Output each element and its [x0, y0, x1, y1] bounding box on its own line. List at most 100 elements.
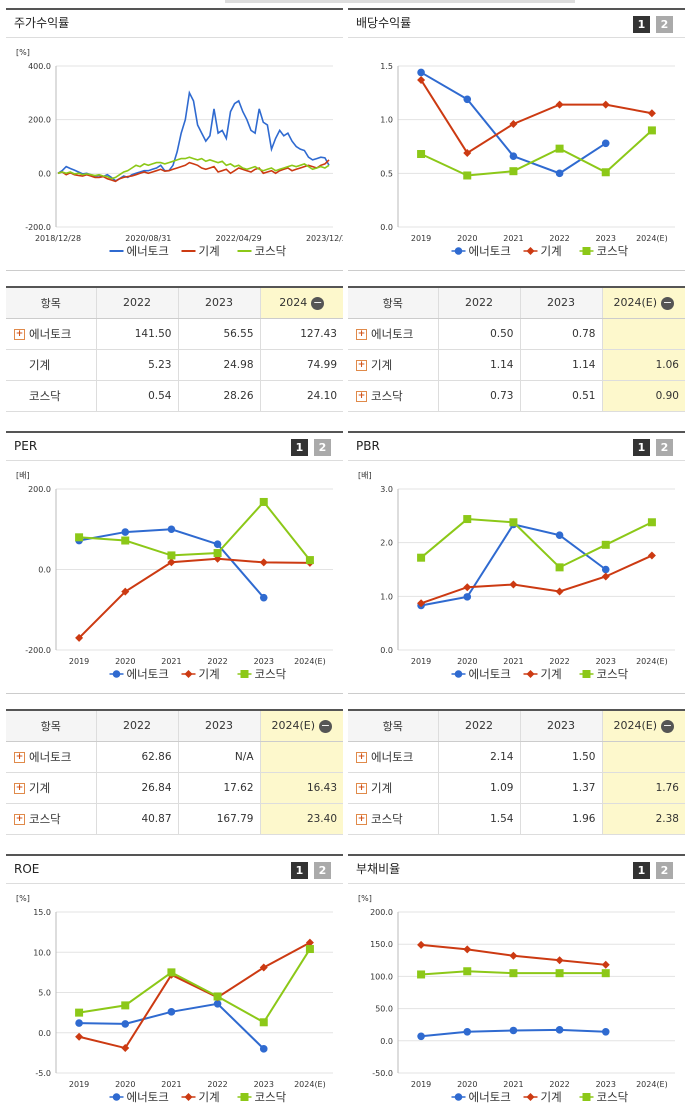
table-cell: 2.14	[438, 741, 521, 773]
y-tick-label: 1.0	[380, 116, 393, 125]
x-tick-label: 2023	[254, 657, 274, 666]
chart-tab-1-button[interactable]: 1	[291, 862, 308, 879]
table-cell: 0.73	[438, 380, 521, 412]
data-point	[167, 551, 176, 560]
data-point	[259, 1045, 268, 1053]
panel-title: ROE	[14, 862, 40, 876]
x-tick-label: 2019	[69, 1080, 89, 1089]
row-label: 기계	[371, 357, 393, 372]
chart-tab-2-button[interactable]: 2	[656, 16, 673, 33]
data-point	[259, 963, 268, 972]
table-cell: 1.76	[602, 772, 685, 804]
expand-plus-icon[interactable]: +	[14, 328, 25, 340]
y-tick-label: 50.0	[375, 1005, 393, 1014]
collapse-minus-icon[interactable]: −	[311, 295, 325, 310]
y-tick-label: -5.0	[35, 1069, 51, 1078]
data-point	[463, 1027, 472, 1036]
data-point	[555, 969, 564, 978]
x-tick-label: 2023	[254, 1080, 274, 1089]
chart-tab-2-button[interactable]: 2	[314, 439, 331, 456]
data-point	[509, 518, 518, 527]
data-point	[167, 968, 176, 977]
axis-unit: [%]	[16, 48, 30, 57]
table-cell: 24.98	[178, 349, 261, 381]
legend-label: 에너토크	[127, 667, 169, 681]
x-tick-label: 2023	[596, 1080, 616, 1089]
chart-tab-2-button[interactable]: 2	[656, 862, 673, 879]
legend-label: 코스닥	[597, 667, 629, 681]
data-point	[601, 565, 610, 574]
column-header: 2022	[438, 286, 521, 319]
collapse-minus-icon[interactable]: −	[661, 718, 675, 733]
expand-plus-icon[interactable]: +	[356, 751, 367, 763]
column-header-label: 항목	[40, 719, 61, 733]
table-row: + 에너토크 2.14 1.50	[348, 741, 685, 773]
chart-tab-1-button[interactable]: 1	[633, 16, 650, 33]
y-tick-label: -50.0	[372, 1069, 393, 1078]
table-header-row: 항목 2022 2023 2024(E) −	[348, 286, 685, 319]
roe-chart: [%]15.0 10.0 5.0 0.0 -5.0 2019 2020 2021 2022 202…	[16, 894, 333, 1104]
dividend-table: 항목 2022 2023 2024(E) − + 에너토크 0.50 0.78 + 기계 1.14 1.…	[348, 286, 685, 412]
stock-return-table: 항목 2022 2023 2024− + 에너토크 141.50 56.55 127.43 기계 5…	[6, 286, 343, 412]
expand-plus-icon[interactable]: +	[14, 813, 25, 825]
legend-label: 코스닥	[597, 244, 629, 258]
table-row: + 코스닥 40.87 167.79 23.40	[6, 803, 343, 835]
table-header-row: 항목 2022 2023 2024(E) −	[348, 709, 685, 742]
chart-tab-1-button[interactable]: 1	[633, 439, 650, 456]
data-point	[417, 553, 426, 562]
expand-plus-icon[interactable]: +	[14, 782, 25, 794]
pbr-chart: [배] 3.0 2.0 1.0 0.0 2019 2020 2021 2022 2023 2024(…	[358, 471, 675, 681]
row-label: 코스닥	[371, 811, 403, 826]
x-tick-label: 2024(E)	[636, 1080, 668, 1089]
table-row: + 기계 26.84 17.62 16.43	[6, 772, 343, 804]
chart-tab-1-button[interactable]: 1	[633, 862, 650, 879]
column-header-label: 2022	[123, 719, 151, 733]
collapse-minus-icon[interactable]: −	[319, 718, 333, 733]
x-tick-label: 2020/08/31	[125, 234, 171, 243]
expand-plus-icon[interactable]: +	[356, 390, 367, 402]
data-point	[417, 68, 425, 77]
collapse-minus-icon[interactable]: −	[661, 295, 675, 310]
row-label: 에너토크	[29, 749, 72, 764]
data-point	[184, 1093, 193, 1101]
axis-unit: [%]	[358, 894, 372, 903]
column-header-label: 2023	[547, 296, 575, 310]
expand-plus-icon[interactable]: +	[356, 359, 367, 371]
x-tick-label: 2023	[596, 657, 616, 666]
y-tick-label: 0.0	[380, 223, 393, 232]
data-point	[417, 970, 426, 979]
chart-tab-2-button[interactable]: 2	[656, 439, 673, 456]
expand-plus-icon[interactable]: +	[356, 328, 367, 340]
axis-unit: [%]	[16, 894, 30, 903]
column-header: 2024(E) −	[260, 709, 343, 742]
data-point	[463, 945, 472, 954]
table-row: + 코스닥 0.73 0.51 0.90	[348, 380, 685, 412]
row-label-cell: + 에너토크	[348, 318, 439, 350]
table-cell: 62.86	[96, 741, 179, 773]
table-row: + 기계 1.14 1.14 1.06	[348, 349, 685, 381]
chart-tab-2-button[interactable]: 2	[314, 862, 331, 879]
column-header-label: 2023	[205, 719, 233, 733]
expand-plus-icon[interactable]: +	[14, 751, 25, 763]
column-header: 2023	[520, 286, 603, 319]
per-chart: [배] 200.0 0.0 -200.0 2019 2020 2021 2022 2023 202…	[16, 471, 333, 681]
chart-tab-1-button[interactable]: 1	[291, 439, 308, 456]
data-point	[601, 1027, 610, 1036]
table-cell: 28.26	[178, 380, 261, 412]
table-cell: 17.62	[178, 772, 261, 804]
data-point	[240, 1093, 249, 1101]
expand-plus-icon[interactable]: +	[356, 782, 367, 794]
expand-plus-icon[interactable]: +	[356, 813, 367, 825]
data-point	[75, 1008, 84, 1017]
table-cell: 1.37	[520, 772, 603, 804]
table-cell: 40.87	[96, 803, 179, 835]
data-point	[526, 1093, 535, 1101]
data-point	[463, 515, 472, 524]
table-row: 기계 5.23 24.98 74.99	[6, 349, 343, 381]
row-label-cell: + 기계	[348, 772, 439, 804]
x-tick-label: 2019	[411, 657, 431, 666]
series-line	[78, 941, 311, 1050]
debt-ratio-chart: [%] 200.0 150.0 100.0 50.0 0.0 -50.0 2019 2020 20…	[358, 894, 675, 1104]
data-point	[75, 633, 84, 642]
